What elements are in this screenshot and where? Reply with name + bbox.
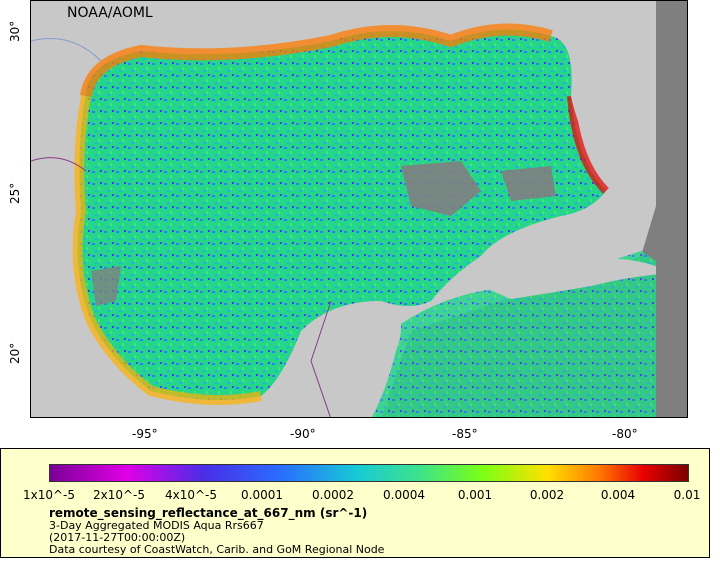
gulf-water [77, 29, 606, 400]
x-tick-label: -85° [452, 427, 478, 441]
legend-panel: 1x10^-5 2x10^-5 4x10^-5 0.0001 0.0002 0.… [0, 448, 710, 558]
cuba-island [481, 258, 671, 299]
time-stamp: (2017-11-27T00:00:00Z) [49, 531, 186, 544]
colorbar-label: 0.0002 [312, 488, 354, 502]
x-tick-label: -95° [132, 427, 158, 441]
credit-label: NOAA/AOML [67, 5, 153, 21]
product-name: 3-Day Aggregated MODIS Aqua Rrs667 [49, 519, 264, 532]
colorbar [49, 464, 689, 482]
colorbar-label: 1x10^-5 [22, 488, 76, 502]
colorbar-label: 0.004 [600, 488, 636, 502]
coastal-band-west [72, 95, 262, 405]
colorbar-label: 2x10^-5 [92, 488, 146, 502]
coastal-band-north [80, 23, 553, 98]
x-tick-label: -80° [612, 427, 638, 441]
caribbean-water [371, 251, 656, 417]
data-courtesy: Data courtesy of CoastWatch, Carib. and … [49, 543, 385, 556]
x-tick-label: -90° [290, 427, 316, 441]
colorbar-label: 0.001 [457, 488, 493, 502]
colorbar-label: 0.01 [673, 488, 701, 502]
map-panel[interactable]: NOAA/AOML [30, 0, 688, 418]
colorbar-label: 4x10^-5 [164, 488, 218, 502]
florida-peninsula [551, 1, 656, 206]
y-tick-label: 25° [8, 182, 22, 204]
colorbar-label: 0.002 [529, 488, 565, 502]
coastal-band-florida [567, 95, 609, 194]
colorbar-label: 0.0001 [241, 488, 283, 502]
y-tick-label: 30° [8, 20, 22, 42]
gulf-of-mexico-map [31, 1, 687, 417]
y-tick-label: 20° [8, 342, 22, 364]
variable-name: remote_sensing_reflectance_at_667_nm (sr… [49, 506, 368, 520]
colorbar-label: 0.0004 [383, 488, 425, 502]
yucatan-peninsula [281, 301, 401, 417]
